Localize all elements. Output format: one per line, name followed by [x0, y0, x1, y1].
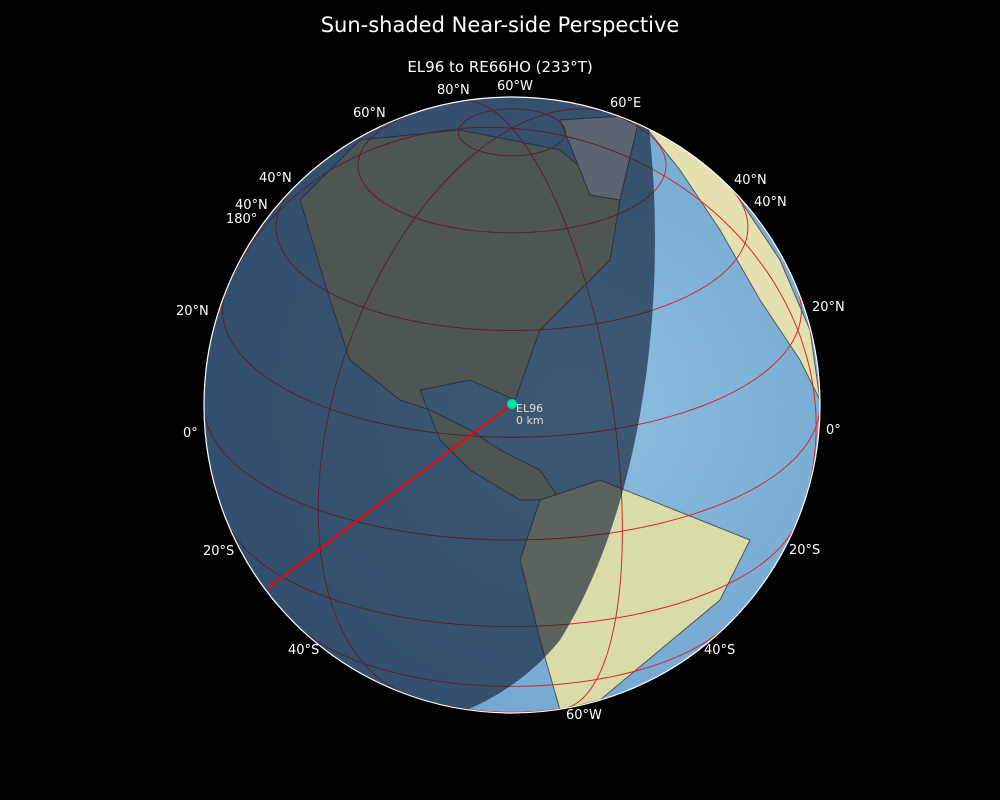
label-60e: 60°E — [610, 96, 642, 111]
label-right-40s: 40°S — [704, 643, 736, 658]
label-left-0: 0° — [183, 426, 198, 441]
label-right-40n-b: 40°N — [754, 195, 787, 210]
label-left-20s: 20°S — [203, 544, 235, 559]
night-shade — [204, 97, 655, 713]
label-left-20n: 20°N — [176, 304, 209, 319]
map-subtitle: EL96 to RE66HO (233°T) — [407, 58, 593, 76]
figure-title: Sun-shaded Near-side Perspective — [320, 13, 680, 37]
label-60w-bottom: 60°W — [566, 708, 602, 723]
label-60w-top: 60°W — [497, 79, 533, 94]
label-80n: 80°N — [437, 83, 470, 98]
marker-distance: 0 km — [516, 414, 544, 427]
label-right-20s: 20°S — [789, 543, 821, 558]
label-right-40n-a: 40°N — [734, 173, 767, 188]
label-left-40n-a: 40°N — [259, 171, 292, 186]
label-right-20n: 20°N — [812, 300, 845, 315]
label-left-40n-b: 40°N — [235, 198, 268, 213]
great-circle-path — [267, 403, 513, 589]
globe-outline — [203, 96, 821, 714]
label-right-0: 0° — [826, 423, 841, 438]
marker-name: EL96 — [516, 402, 544, 415]
label-left-40s: 40°S — [288, 643, 320, 658]
marker-label: EL96 0 km — [516, 403, 544, 427]
label-60n: 60°N — [353, 106, 386, 121]
label-180: 180° — [226, 212, 258, 227]
marker-el96 — [507, 399, 517, 409]
